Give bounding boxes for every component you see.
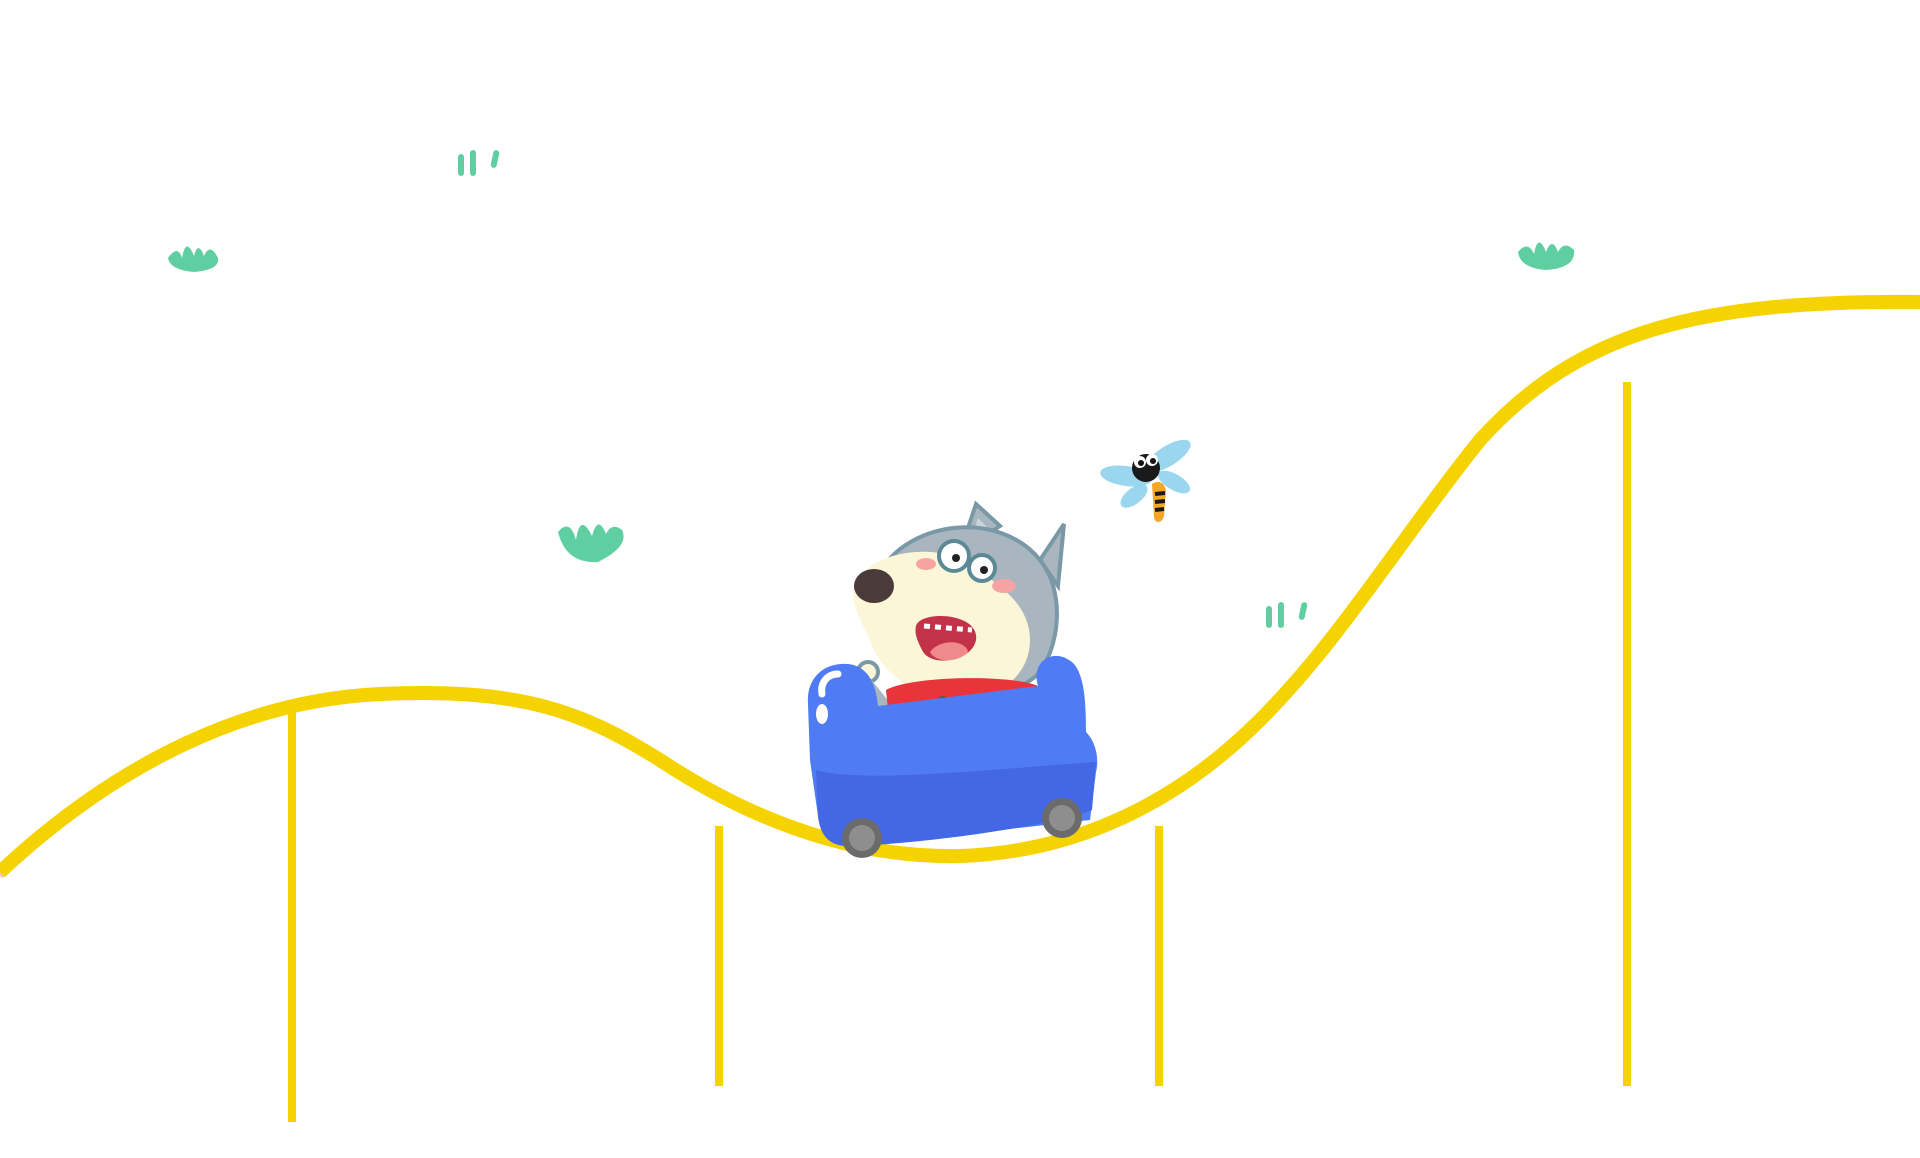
grass-tuft-icon bbox=[1518, 242, 1575, 270]
track-support-post bbox=[288, 704, 296, 1122]
cart-wheel bbox=[842, 818, 882, 858]
grass-tuft-icon bbox=[168, 246, 219, 272]
grass-dashes-icon bbox=[1266, 602, 1308, 628]
roller-coaster-cart bbox=[807, 655, 1098, 858]
track-support-post bbox=[715, 826, 723, 1086]
track-support-post bbox=[1155, 826, 1163, 1086]
dragonfly-icon bbox=[1100, 439, 1191, 522]
grass-tuft-icon bbox=[558, 524, 624, 563]
roller-coaster-track bbox=[0, 294, 1920, 878]
cart-wheel bbox=[1042, 798, 1082, 838]
track-support-post bbox=[1623, 382, 1631, 1086]
track-supports bbox=[288, 382, 1631, 1122]
grass-dashes-icon bbox=[458, 150, 500, 176]
